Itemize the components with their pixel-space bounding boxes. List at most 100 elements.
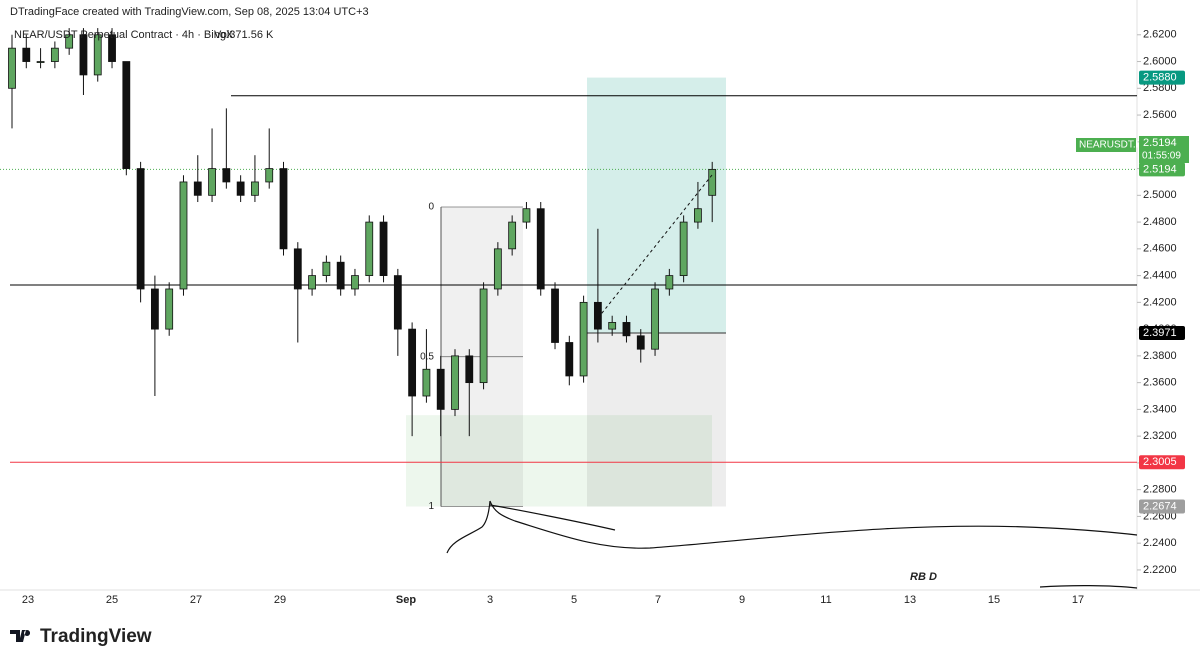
stop-zone bbox=[587, 332, 726, 507]
price-label-bg bbox=[1139, 70, 1185, 85]
x-tick-label: 5 bbox=[571, 594, 577, 606]
candle-body bbox=[622, 322, 631, 337]
candle-body bbox=[379, 221, 388, 277]
y-tick-label: 2.5600 bbox=[1143, 109, 1177, 121]
y-tick-label: 2.3200 bbox=[1143, 430, 1177, 442]
y-tick-label: 2.2800 bbox=[1143, 484, 1177, 496]
candle-body bbox=[208, 168, 216, 196]
y-tick-label: 2.4400 bbox=[1143, 270, 1177, 282]
candle-body bbox=[408, 328, 417, 397]
logo-text: TradingView bbox=[40, 626, 152, 647]
candle-body bbox=[422, 368, 431, 397]
x-tick-label: 15 bbox=[988, 594, 1000, 606]
candle-body bbox=[251, 181, 259, 196]
candles bbox=[8, 28, 717, 437]
y-tick-label: 2.5800 bbox=[1143, 82, 1177, 94]
badge-price: 2.5194 bbox=[1143, 137, 1177, 149]
x-tick-label: 23 bbox=[22, 594, 34, 606]
candle-body bbox=[679, 221, 688, 277]
price-label: 2.3971 bbox=[1143, 327, 1177, 339]
candle-body bbox=[694, 208, 702, 223]
candle-body bbox=[336, 261, 345, 290]
y-tick-label: 2.4600 bbox=[1143, 243, 1177, 255]
candle-body bbox=[465, 355, 474, 384]
x-tick-label: 27 bbox=[190, 594, 202, 606]
price-label: 2.5880 bbox=[1143, 72, 1177, 84]
candle-body bbox=[136, 168, 145, 290]
x-tick-label: 7 bbox=[655, 594, 661, 606]
candle-body bbox=[522, 208, 531, 223]
candle-body bbox=[608, 322, 617, 330]
candle-body bbox=[265, 168, 274, 183]
candle-body bbox=[22, 47, 31, 62]
candle-body bbox=[279, 168, 288, 250]
candle-body bbox=[122, 61, 131, 169]
y-tick-label: 2.4800 bbox=[1143, 216, 1177, 228]
candle-body bbox=[551, 288, 559, 343]
credit: DTradingFace created with TradingView.co… bbox=[10, 6, 369, 18]
price-label-bg bbox=[1139, 162, 1185, 177]
candle-body bbox=[65, 34, 74, 49]
candle-body bbox=[8, 47, 16, 89]
y-tick-label: 2.5000 bbox=[1143, 189, 1177, 201]
candle-body bbox=[565, 342, 574, 377]
candle-body bbox=[393, 275, 402, 330]
candle-body bbox=[222, 168, 231, 183]
candle-body bbox=[665, 275, 674, 290]
candle-body bbox=[536, 208, 545, 290]
candle-body bbox=[351, 275, 359, 290]
x-tick-label: 9 bbox=[739, 594, 745, 606]
x-tick-label: 17 bbox=[1072, 594, 1084, 606]
candle-body bbox=[479, 288, 488, 384]
candle-body bbox=[93, 34, 102, 76]
candle-body bbox=[79, 34, 88, 76]
candle-body bbox=[508, 221, 517, 250]
y-tick-label: 2.6200 bbox=[1143, 29, 1177, 41]
fib-label: 0 bbox=[428, 202, 434, 213]
candle-body bbox=[150, 288, 159, 330]
candle-body bbox=[293, 248, 302, 290]
x-tick-label: 3 bbox=[487, 594, 493, 606]
candle-body bbox=[365, 221, 374, 277]
x-tick-label: 25 bbox=[106, 594, 118, 606]
y-tick-label: 2.6000 bbox=[1143, 55, 1177, 67]
candle-body bbox=[308, 275, 316, 290]
x-tick-label: 11 bbox=[820, 594, 831, 606]
candle-body bbox=[50, 47, 59, 62]
logo-icon bbox=[10, 630, 31, 642]
price-label: 2.5194 bbox=[1143, 163, 1177, 175]
fib-label: 1 bbox=[428, 501, 434, 512]
fib-label: 0.5 bbox=[420, 351, 434, 362]
candle-body bbox=[593, 301, 602, 330]
candle-body bbox=[451, 355, 459, 410]
trend-dashed-line bbox=[597, 174, 713, 319]
price-label-bg bbox=[1139, 455, 1185, 470]
zone bbox=[406, 415, 712, 507]
candle-body bbox=[165, 288, 174, 330]
y-tick-label: 2.4200 bbox=[1143, 296, 1177, 308]
y-tick-label: 2.3400 bbox=[1143, 403, 1177, 415]
candle-body bbox=[651, 288, 659, 350]
candle-body bbox=[636, 335, 645, 350]
symbol-badge-name: NEARUSDT.P bbox=[1079, 140, 1143, 151]
volume: Vol371.56 K bbox=[214, 29, 274, 41]
price-label-bg bbox=[1139, 499, 1185, 514]
price-label: 2.2674 bbox=[1143, 500, 1177, 512]
annotation: RB D bbox=[910, 571, 937, 583]
candle-body bbox=[708, 168, 717, 196]
symbol-badge-bg bbox=[1076, 138, 1136, 152]
x-tick-label: Sep bbox=[396, 594, 416, 606]
candle-body bbox=[193, 181, 202, 196]
candle-body bbox=[579, 301, 588, 377]
y-tick-label: 2.3600 bbox=[1143, 377, 1177, 389]
candle-body bbox=[493, 248, 502, 290]
symbol-title: NEAR/USDT Perpetual Contract · 4h · Bing… bbox=[14, 29, 234, 41]
candle-body bbox=[322, 261, 331, 277]
candle-body bbox=[108, 34, 116, 62]
price-label-bg bbox=[1139, 325, 1185, 340]
candle-body bbox=[179, 181, 188, 290]
badge-countdown: 01:55:09 bbox=[1142, 151, 1181, 162]
logo: TradingView bbox=[10, 626, 152, 647]
